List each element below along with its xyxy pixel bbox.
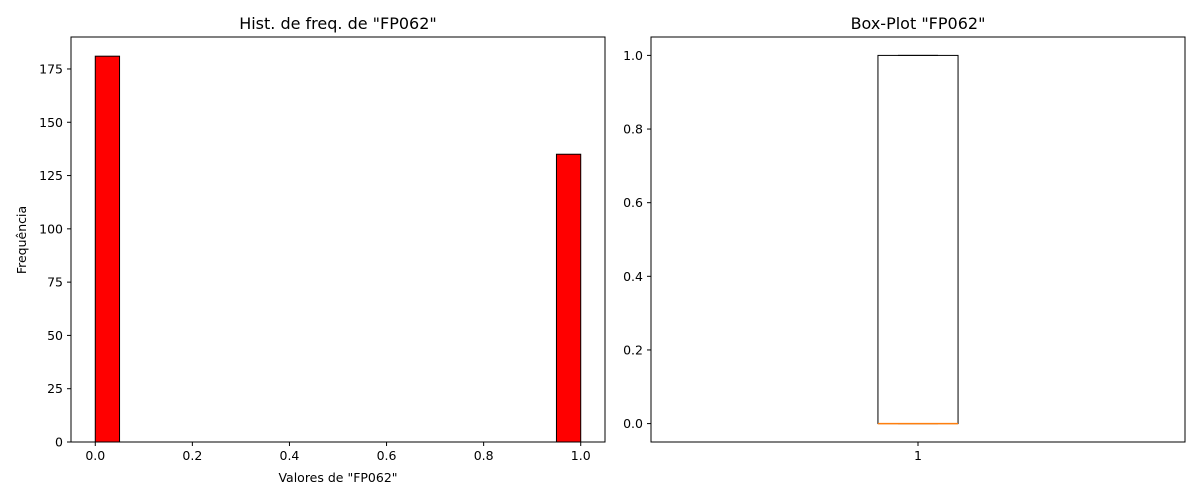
histogram-y-tick-label: 175 — [39, 61, 63, 76]
boxplot-axes-frame — [650, 36, 1186, 443]
boxplot-panel: Box-Plot "FP062" 1 0.0 0.2 0.4 0.6 0.8 1.0 — [623, 14, 1186, 463]
histogram-bar — [555, 153, 582, 443]
histogram-x-tick-label: 0.0 — [85, 448, 105, 463]
histogram-y-tick-label: 100 — [39, 221, 63, 236]
histogram-title: Hist. de freq. de "FP062" — [239, 14, 437, 33]
histogram-x-tick-label: 0.8 — [474, 448, 494, 463]
histogram-y-axis-label: Frequência — [14, 206, 29, 274]
boxplot-y-tick-label: 0.4 — [623, 269, 643, 284]
histogram-x-tick-label: 0.6 — [377, 448, 397, 463]
boxplot-y-tick-label: 0.6 — [623, 195, 643, 210]
histogram-y-tick-label: 75 — [47, 275, 63, 290]
histogram-y-tick-label: 25 — [47, 381, 63, 396]
histogram-panel: Hist. de freq. de "FP062" 0.0 0.2 0.4 0.6 0.… — [14, 14, 606, 485]
histogram-axes-frame — [70, 36, 606, 443]
boxplot-y-tick-label: 0.2 — [623, 342, 643, 357]
histogram-x-axis-label: Valores de "FP062" — [278, 470, 397, 485]
boxplot-box — [877, 54, 959, 425]
histogram-y-tick-label: 0 — [55, 435, 63, 450]
histogram-bars — [94, 55, 582, 443]
boxplot-y-tick-label: 0.8 — [623, 122, 643, 137]
boxplot-elements — [877, 54, 959, 425]
boxplot-title: Box-Plot "FP062" — [851, 14, 986, 33]
histogram-y-tick-label: 125 — [39, 168, 63, 183]
histogram-bar — [94, 55, 121, 443]
histogram-y-ticks: 0 25 50 75 100 125 150 175 — [39, 61, 71, 450]
boxplot-x-ticks: 1 — [914, 442, 922, 463]
histogram-x-ticks: 0.0 0.2 0.4 0.6 0.8 1.0 — [85, 442, 591, 463]
boxplot-y-ticks: 0.0 0.2 0.4 0.6 0.8 1.0 — [623, 48, 651, 431]
histogram-x-tick-label: 0.4 — [280, 448, 300, 463]
histogram-y-tick-label: 150 — [39, 115, 63, 130]
boxplot-y-tick-label: 0.0 — [623, 416, 643, 431]
histogram-x-tick-label: 1.0 — [571, 448, 591, 463]
histogram-y-tick-label: 50 — [47, 328, 63, 343]
boxplot-y-tick-label: 1.0 — [623, 48, 643, 63]
histogram-x-tick-label: 0.2 — [182, 448, 202, 463]
boxplot-x-tick-label: 1 — [914, 448, 922, 463]
